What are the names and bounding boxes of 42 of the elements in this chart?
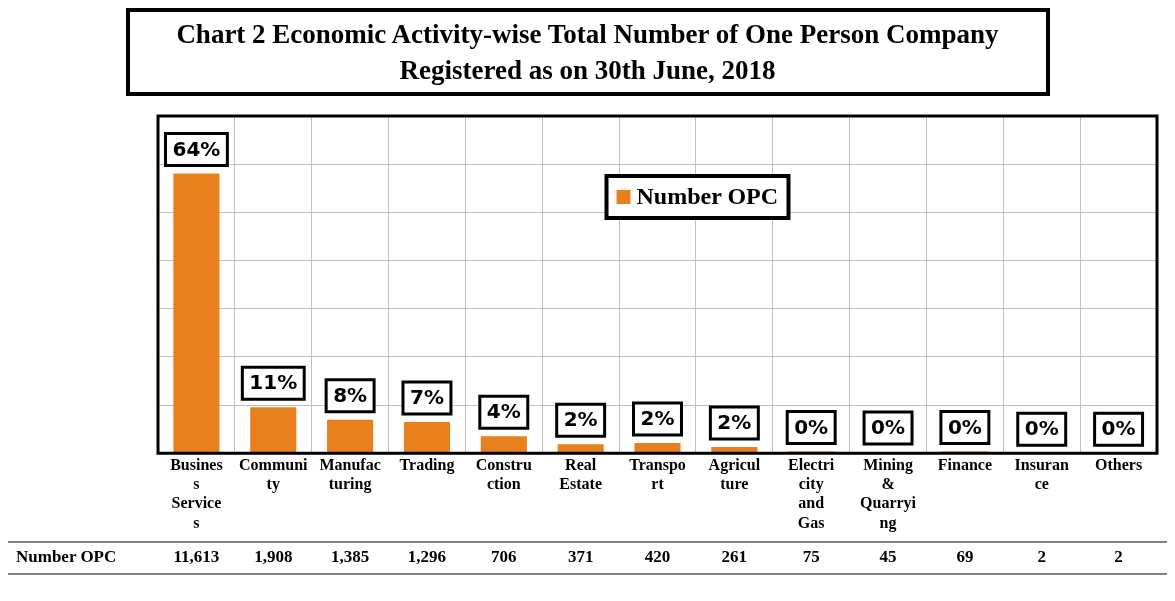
x-tick-label: Electricity and Gas [788, 455, 835, 531]
text: Number OPC [16, 547, 117, 567]
x-tick-label: Transport [629, 455, 686, 493]
data-label: 1,296 [407, 547, 447, 567]
x-tick-label: Agriculture [708, 455, 761, 493]
legend-label: Number OPC [636, 183, 779, 210]
data-label: 420 [644, 547, 671, 567]
chart-title: Chart 2 Economic Activity-wise Total Number of One Person Company Registered as on 30th June, 2018 [125, 8, 1050, 96]
data-label: 2 [1037, 547, 1046, 567]
data-label: 371 [567, 547, 594, 567]
x-tick-label: Others [1095, 455, 1143, 473]
annotation: 0% [1024, 416, 1059, 441]
data-label: 261 [721, 547, 748, 567]
annotation: 8% [333, 383, 368, 408]
x-tick-label: Community [239, 455, 309, 494]
data-label: 11,613 [173, 547, 220, 567]
x-tick-label: Mining & Quarrying [860, 455, 917, 532]
annotation: 4% [486, 399, 521, 424]
annotation: 0% [947, 414, 982, 439]
x-tick-label: Finance [937, 455, 992, 473]
data-label: 45 [879, 547, 897, 567]
x-tick-label: Manufacturing [319, 455, 381, 494]
data-label: 69 [956, 547, 974, 567]
x-tick-label: Trading [399, 455, 455, 474]
annotation: 2% [563, 407, 598, 432]
annotation: 11% [249, 370, 298, 395]
annotation: 64% [172, 136, 221, 161]
data-label: 75 [802, 547, 820, 567]
data-label: 706 [491, 547, 517, 567]
x-tick-label: Insurance [1014, 455, 1069, 493]
annotation: 2% [717, 410, 752, 435]
data-label: 1,908 [254, 547, 293, 567]
annotation: 0% [794, 414, 829, 439]
data-label: 1,385 [330, 547, 370, 567]
annotation: 0% [871, 415, 906, 440]
annotation: 7% [409, 385, 444, 410]
x-tick-label: Construction [475, 455, 532, 493]
annotation: 2% [640, 406, 675, 431]
annotation: 0% [1101, 416, 1136, 441]
x-tick-label: Real Estate [559, 455, 602, 493]
data-label: 2 [1114, 547, 1123, 567]
x-tick-label: Business Services [170, 455, 223, 531]
